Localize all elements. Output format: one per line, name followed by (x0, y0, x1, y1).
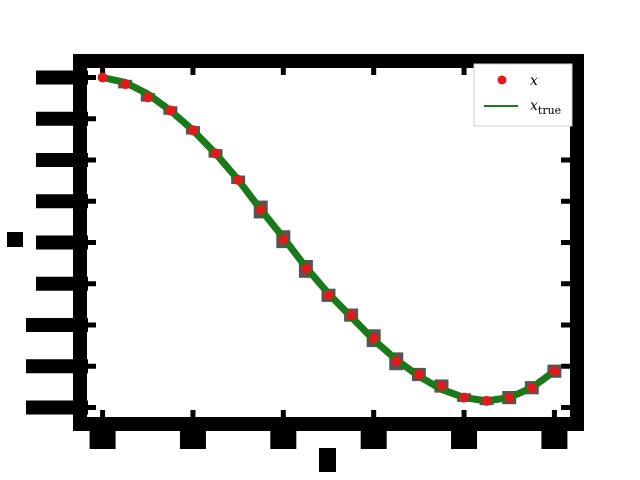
data-point (391, 356, 402, 367)
legend-box (473, 63, 573, 127)
data-point (526, 382, 537, 393)
data-point (210, 148, 221, 159)
data-point (436, 381, 447, 392)
data-point (278, 234, 289, 245)
data-point (346, 310, 357, 321)
data-point (549, 366, 560, 377)
y-tick-label-redacted (26, 318, 88, 332)
x-tick-label-redacted (179, 427, 206, 449)
error-bars (118, 79, 562, 406)
data-point (368, 333, 379, 344)
x-tick-label-redacted (270, 427, 297, 449)
data-point (165, 105, 176, 116)
data-point (459, 392, 470, 403)
data-point (255, 204, 266, 215)
redacted-tick-labels (7, 70, 568, 472)
legend-label-true: xtrue (530, 98, 561, 117)
data-point (481, 395, 492, 406)
legend: x xtrue (473, 63, 573, 127)
x-tick-label-redacted (89, 427, 116, 449)
data-point (142, 92, 153, 103)
x-tick-label-redacted (360, 427, 387, 449)
data-point (504, 392, 515, 403)
x-tick-label-redacted (451, 427, 478, 449)
legend-label-x: x (530, 73, 538, 89)
axes-frame (73, 54, 584, 431)
legend-label-true-main: x (530, 98, 538, 114)
data-point (187, 125, 198, 136)
data-point (120, 79, 131, 90)
data-point (413, 369, 424, 380)
data-point (233, 174, 244, 185)
plot-frame (73, 54, 584, 431)
legend-marker-x (497, 75, 507, 85)
x-tick-label-redacted (541, 427, 568, 449)
data-point (300, 263, 311, 274)
y-axis-label-redacted (7, 232, 23, 247)
data-point (97, 72, 108, 83)
y-tick-label-redacted (26, 359, 88, 374)
data-point (323, 290, 334, 301)
y-tick-label-redacted (26, 400, 88, 415)
data-markers (97, 72, 560, 406)
x-axis-label-redacted (319, 448, 336, 472)
legend-label-true-subscript: true (538, 104, 561, 117)
